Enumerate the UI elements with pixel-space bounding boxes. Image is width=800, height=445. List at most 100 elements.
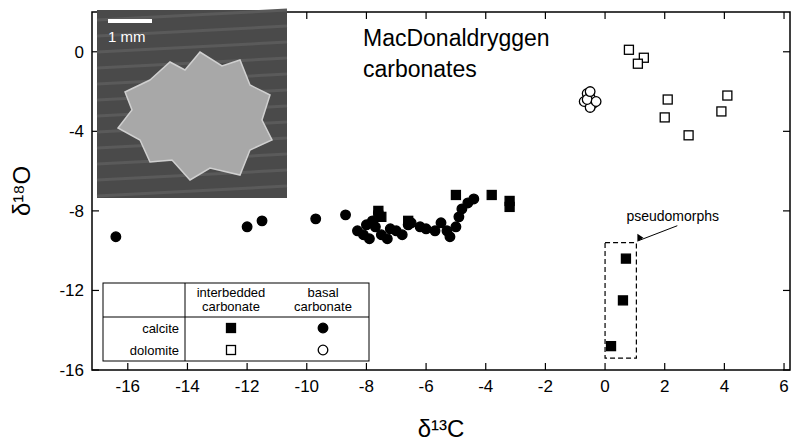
point xyxy=(633,59,642,68)
x-tick xyxy=(783,363,784,370)
scale-bar xyxy=(108,19,152,23)
point xyxy=(385,224,395,234)
x-tick-label: -14 xyxy=(175,377,200,396)
x-tick xyxy=(664,363,665,370)
x-tick xyxy=(187,363,188,370)
x-tick-label: 2 xyxy=(660,377,669,396)
point xyxy=(505,202,514,211)
y-tick xyxy=(92,369,99,370)
point xyxy=(374,208,384,218)
plot-frame xyxy=(92,12,790,370)
inset-texture xyxy=(97,10,287,20)
x-tick xyxy=(425,363,426,370)
y-tick-label: -8 xyxy=(69,202,84,221)
point xyxy=(311,214,321,224)
x-tick-top xyxy=(545,12,546,19)
y-tick-right xyxy=(783,369,790,370)
y-tick-label: 0 xyxy=(75,43,84,62)
point xyxy=(257,216,267,226)
point xyxy=(585,87,595,97)
x-tick-label: -6 xyxy=(419,377,434,396)
point xyxy=(454,212,464,222)
x-tick-top xyxy=(366,12,367,19)
point xyxy=(621,254,630,263)
x-tick-top xyxy=(604,12,605,19)
x-tick xyxy=(545,363,546,370)
point xyxy=(723,91,732,100)
legend-marker xyxy=(318,323,328,333)
y-tick-right xyxy=(783,131,790,132)
x-tick xyxy=(604,363,605,370)
inset: 1 mm xyxy=(97,10,287,198)
x-tick xyxy=(366,363,367,370)
point xyxy=(397,230,407,240)
x-tick-top xyxy=(425,12,426,19)
y-tick xyxy=(92,210,99,211)
point xyxy=(487,190,496,199)
point xyxy=(341,210,351,220)
point xyxy=(660,113,669,122)
point xyxy=(618,296,627,305)
chart: -16-14-12-10-8-6-4-20246-16-12-8-40δ¹³Cδ… xyxy=(0,0,800,445)
y-axis-title: δ¹⁸O xyxy=(8,166,35,216)
point xyxy=(684,131,693,140)
legend-column-head: basalcarbonate xyxy=(294,285,352,314)
point xyxy=(469,194,479,204)
point xyxy=(365,234,375,244)
x-tick-label: 4 xyxy=(720,377,729,396)
legend-head-line: carbonate xyxy=(202,299,260,314)
point xyxy=(624,45,633,54)
annotation-arrowhead xyxy=(637,234,643,242)
y-tick-right xyxy=(783,51,790,52)
x-axis-title: δ¹³C xyxy=(418,415,465,442)
legend-head-line: carbonate xyxy=(294,299,352,314)
annotation-arrow xyxy=(638,226,677,241)
point xyxy=(111,232,121,242)
x-tick-label: -2 xyxy=(538,377,553,396)
y-tick-label: -12 xyxy=(59,281,84,300)
point xyxy=(421,224,431,234)
point xyxy=(591,97,601,107)
y-tick-label: -16 xyxy=(59,361,84,380)
point xyxy=(242,222,252,232)
point xyxy=(607,342,616,351)
x-tick-label: -12 xyxy=(235,377,260,396)
legend-row-head: dolomite xyxy=(130,343,179,358)
y-tick xyxy=(92,290,99,291)
legend-marker xyxy=(318,345,328,355)
y-tick-right xyxy=(783,210,790,211)
x-tick-label: -8 xyxy=(359,377,374,396)
chart-title: MacDonaldryggencarbonates xyxy=(363,25,550,82)
x-tick-label: 6 xyxy=(779,377,788,396)
inset-background xyxy=(97,10,287,198)
inset-texture xyxy=(97,186,287,196)
legend-column-head: interbeddedcarbonate xyxy=(197,285,266,314)
y-tick-label: -4 xyxy=(69,122,84,141)
x-tick-top xyxy=(664,12,665,19)
point xyxy=(442,226,452,236)
x-tick xyxy=(127,363,128,370)
legend: interbeddedcarbonate basalcarbonate calcit… xyxy=(103,283,369,361)
legend-row-head: calcite xyxy=(142,321,179,336)
point xyxy=(371,222,381,232)
point xyxy=(451,190,460,199)
legend-rule xyxy=(185,283,186,361)
x-tick xyxy=(485,363,486,370)
x-tick-label: 0 xyxy=(600,377,609,396)
point xyxy=(451,222,461,232)
legend-frame xyxy=(103,283,369,361)
point xyxy=(663,95,672,104)
x-tick-label: -16 xyxy=(116,377,141,396)
point xyxy=(717,107,726,116)
legend-rule xyxy=(103,317,369,318)
point xyxy=(383,234,393,244)
point xyxy=(403,220,413,230)
inset-crystal xyxy=(118,52,272,180)
legend-marker xyxy=(227,346,236,355)
x-tick xyxy=(247,363,248,370)
annotation-box xyxy=(605,243,636,358)
x-tick-top xyxy=(783,12,784,19)
x-tick-label: -4 xyxy=(478,377,493,396)
y-tick-right xyxy=(783,290,790,291)
x-tick xyxy=(724,363,725,370)
